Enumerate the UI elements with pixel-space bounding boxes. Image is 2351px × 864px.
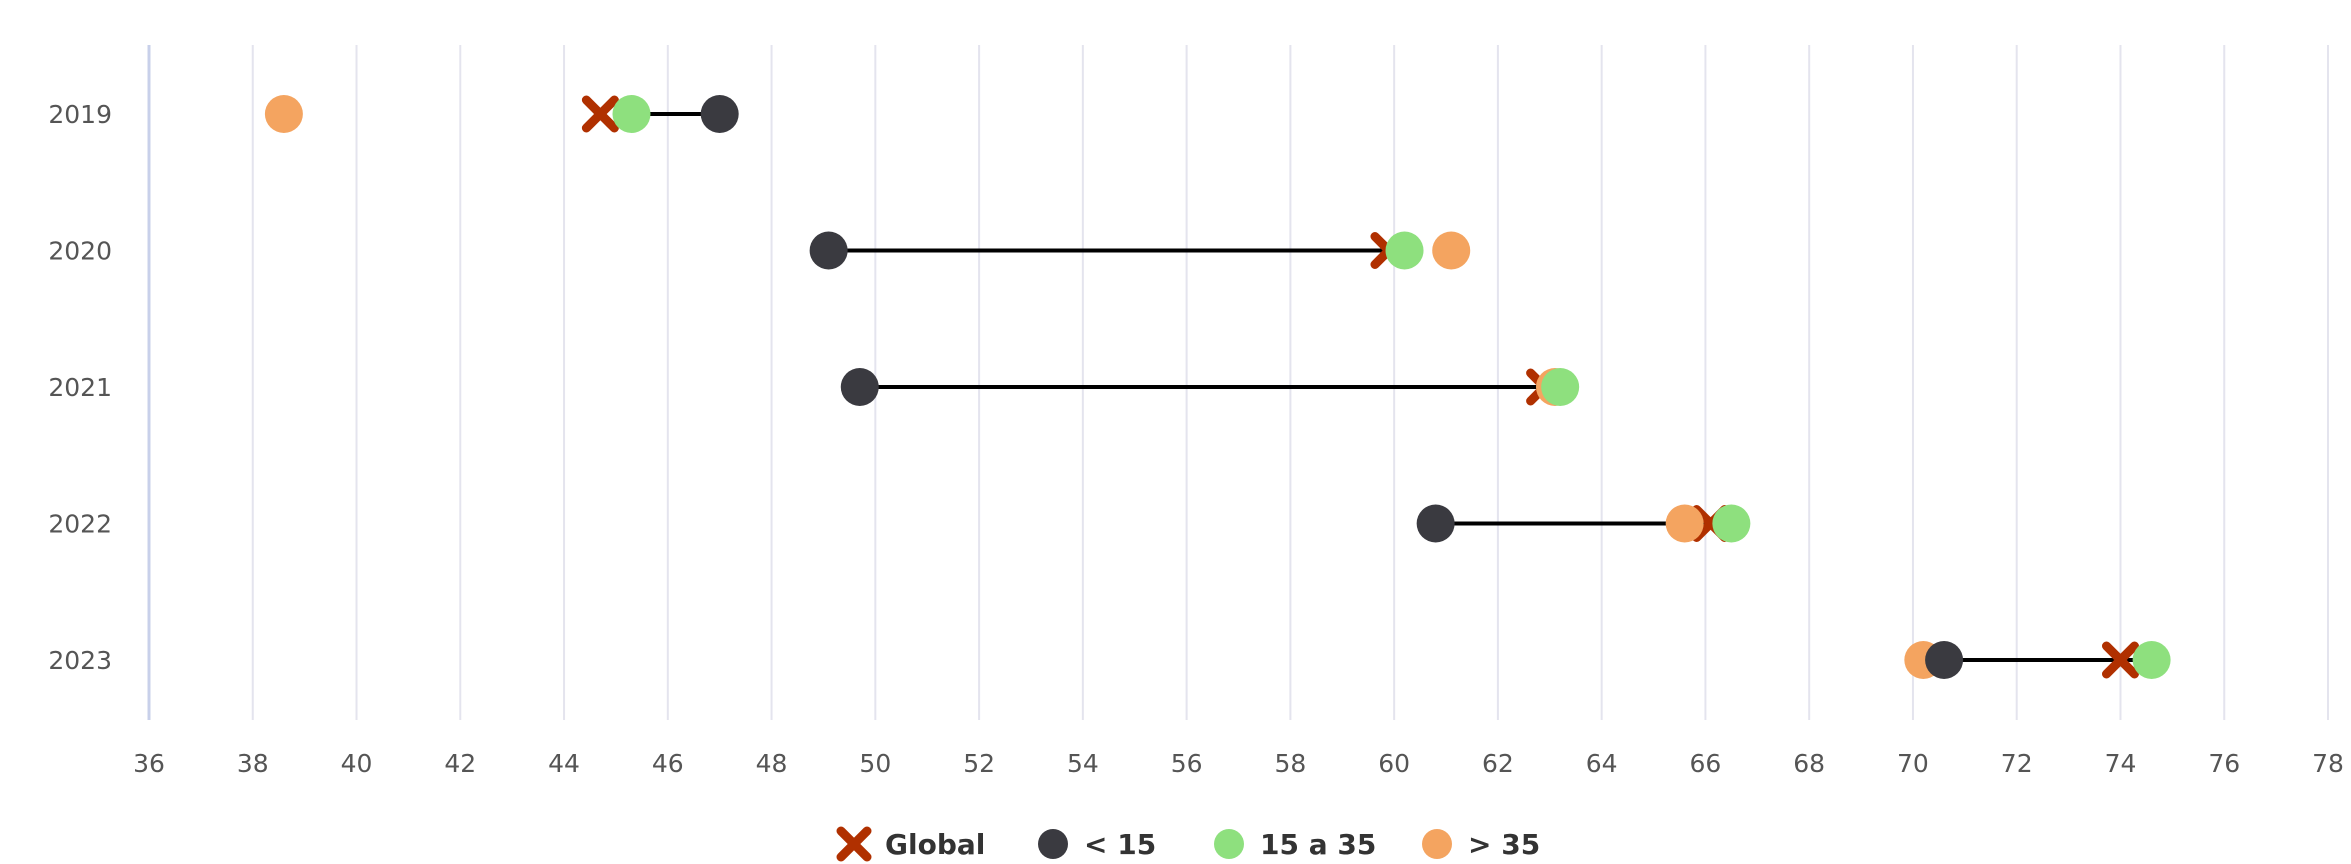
axis-layer: 36 38 40 42 44 46 48 50 52 54 56 58 60 62 64 66 68 70 72 74…	[48, 45, 2344, 778]
x-tick-label: 60	[1378, 749, 1410, 778]
point-lt15[interactable]	[700, 95, 739, 133]
point-gt35[interactable]	[1665, 504, 1704, 543]
legend-item[interactable]: < 15	[1038, 828, 1156, 861]
point-gt35[interactable]	[1432, 231, 1471, 270]
point-gt35[interactable]	[264, 95, 303, 133]
x-tick-label: 74	[2105, 749, 2137, 778]
legend-x-icon	[836, 826, 872, 862]
legend-item[interactable]: Global	[836, 826, 985, 862]
point-15-35[interactable]	[612, 95, 651, 133]
x-tick-label: 64	[1586, 749, 1618, 778]
x-tick-label: 44	[548, 749, 580, 778]
x-tick-label: 66	[1690, 749, 1722, 778]
x-tick-label: 48	[756, 749, 788, 778]
legend-circle-icon	[1038, 829, 1068, 859]
legend-circle-icon	[1422, 829, 1452, 859]
grid-layer	[148, 45, 2329, 720]
x-tick-label: 58	[1274, 749, 1306, 778]
x-tick-label: 40	[341, 749, 373, 778]
point-lt15[interactable]	[1925, 641, 1964, 679]
y-tick-label: 2020	[48, 237, 112, 266]
y-tick-label: 2019	[48, 100, 112, 129]
legend-label: < 15	[1084, 828, 1156, 861]
legend-label: 15 a 35	[1260, 828, 1376, 861]
x-tick-label: 38	[237, 749, 269, 778]
x-tick-label: 72	[2001, 749, 2033, 778]
x-tick-label: 56	[1171, 749, 1203, 778]
point-15-35[interactable]	[1712, 504, 1751, 543]
point-15-35[interactable]	[2132, 641, 2171, 679]
x-tick-label: 52	[963, 749, 995, 778]
x-tick-label: 36	[133, 749, 165, 778]
point-15-35[interactable]	[1385, 231, 1424, 270]
y-tick-label: 2021	[48, 373, 112, 402]
marks-layer	[264, 95, 2171, 679]
global-x-marker[interactable]	[581, 95, 619, 133]
legend-item[interactable]: > 35	[1422, 828, 1540, 861]
x-tick-label: 62	[1482, 749, 1514, 778]
x-tick-label: 42	[444, 749, 476, 778]
legend: Global < 15 15 a 35 > 35	[836, 826, 1540, 862]
x-tick-label: 76	[2208, 749, 2240, 778]
point-15-35[interactable]	[1541, 368, 1580, 406]
y-tick-label: 2023	[48, 646, 112, 675]
x-tick-label: 70	[1897, 749, 1929, 778]
x-tick-label: 78	[2312, 749, 2344, 778]
x-tick-label: 68	[1793, 749, 1825, 778]
legend-label: Global	[885, 828, 985, 861]
point-lt15[interactable]	[809, 231, 848, 270]
legend-circle-icon	[1214, 829, 1244, 859]
legend-label: > 35	[1468, 828, 1540, 861]
x-tick-label: 54	[1067, 749, 1099, 778]
legend-item[interactable]: 15 a 35	[1214, 828, 1376, 861]
point-lt15[interactable]	[1416, 504, 1455, 543]
x-tick-label: 50	[859, 749, 891, 778]
y-tick-label: 2022	[48, 510, 112, 539]
global-x-marker[interactable]	[2101, 641, 2139, 679]
x-tick-label: 46	[652, 749, 684, 778]
point-lt15[interactable]	[840, 368, 879, 406]
